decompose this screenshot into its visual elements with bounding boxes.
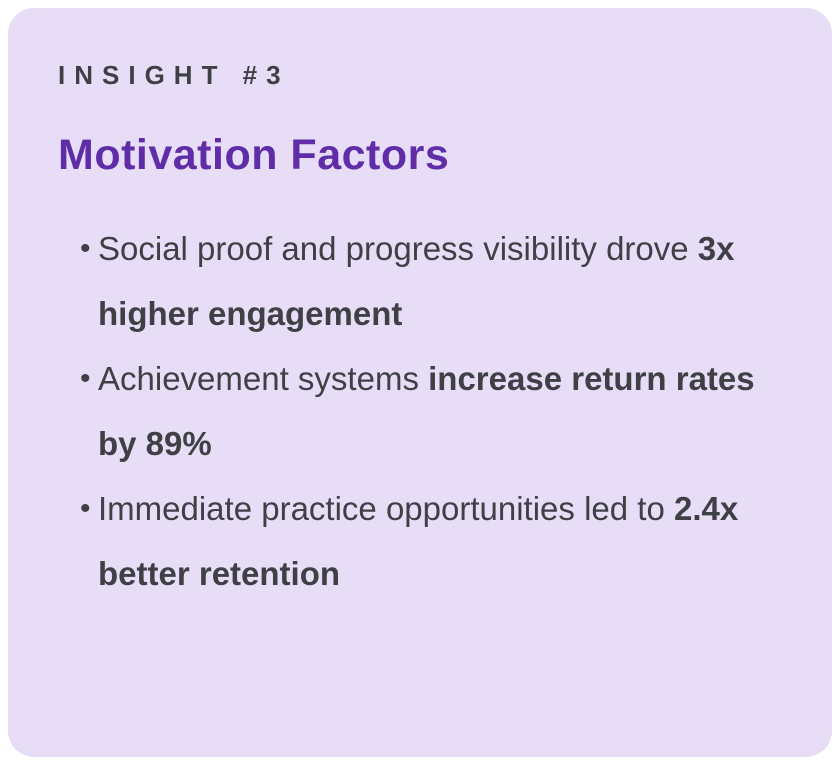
card-title: Motivation Factors: [58, 131, 450, 179]
insight-eyebrow-label: INSIGHT #3: [58, 60, 290, 90]
bullet-dot-icon: •: [80, 362, 91, 395]
bullet-text-normal: Immediate practice opportunities led to: [98, 490, 674, 527]
bullet-text: Social proof and progress visibility dro…: [98, 216, 758, 346]
list-item: • Immediate practice opportunities led t…: [58, 476, 758, 606]
bullet-text-normal: Social proof and progress visibility dro…: [98, 230, 698, 267]
bullet-dot-icon: •: [80, 232, 91, 265]
bullet-dot-icon: •: [80, 492, 91, 525]
bullet-text-bold: increase return rates by 89%: [98, 360, 755, 462]
list-item: • Social proof and progress visibility d…: [58, 216, 758, 346]
bullet-text: Achievement systems increase return rate…: [98, 346, 758, 476]
bullet-text: Immediate practice opportunities led to …: [98, 476, 758, 606]
bullet-text-bold: 2.4x better retention: [98, 490, 739, 592]
bullet-text-normal: Achievement systems: [98, 360, 429, 397]
list-item: • Achievement systems increase return ra…: [58, 346, 758, 476]
bullet-text-bold: 3x higher engagement: [98, 230, 735, 332]
bullet-list: • Social proof and progress visibility d…: [58, 216, 758, 606]
insight-card: INSIGHT #3 Motivation Factors • Social p…: [8, 8, 832, 757]
